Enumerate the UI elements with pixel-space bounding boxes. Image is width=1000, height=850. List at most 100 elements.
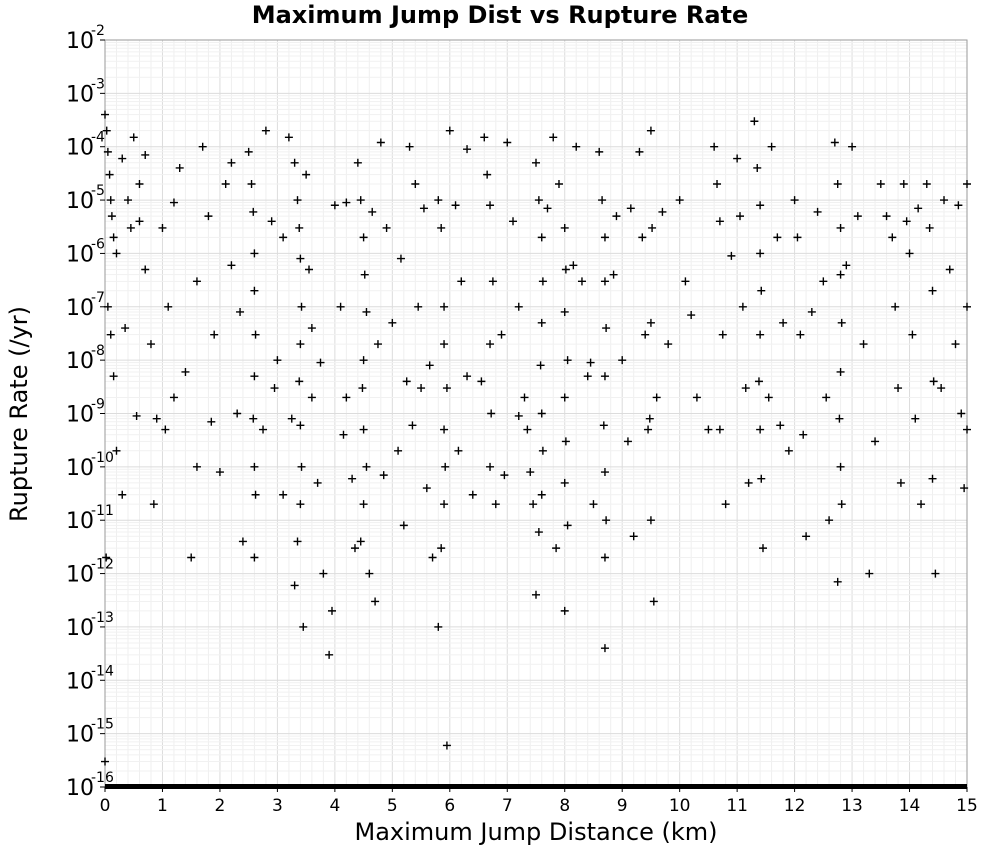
data-point: [738, 302, 747, 311]
x-tick-label: 9: [617, 796, 628, 816]
data-point: [704, 425, 713, 434]
data-point: [250, 372, 259, 381]
data-point: [561, 437, 570, 446]
data-point: [569, 261, 578, 270]
data-point: [718, 330, 727, 339]
data-point: [600, 553, 609, 562]
data-point: [350, 544, 359, 553]
data-point: [500, 471, 509, 480]
data-point: [233, 409, 242, 418]
data-point: [646, 318, 655, 327]
data-point: [307, 393, 316, 402]
data-point: [600, 277, 609, 286]
data-point: [537, 490, 546, 499]
data-point: [440, 500, 449, 509]
data-point: [273, 356, 282, 365]
data-point: [477, 377, 486, 386]
data-point: [652, 393, 661, 402]
data-point: [132, 411, 141, 420]
data-point: [293, 196, 302, 205]
data-point: [105, 170, 114, 179]
x-tick-label: 15: [956, 796, 978, 816]
data-point: [480, 133, 489, 142]
data-point: [457, 277, 466, 286]
x-tick-label: 1: [157, 796, 168, 816]
x-tick-label: 8: [559, 796, 570, 816]
data-point: [126, 223, 135, 232]
data-point: [463, 372, 472, 381]
y-tick-label-base: 10: [66, 82, 94, 107]
data-point: [960, 484, 969, 493]
y-tick-label-base: 10: [66, 403, 94, 428]
data-point: [279, 233, 288, 242]
data-point: [836, 367, 845, 376]
data-point: [290, 581, 299, 590]
y-tick-label-exponent: -2: [91, 23, 105, 39]
data-point: [359, 356, 368, 365]
data-point: [583, 372, 592, 381]
data-point: [790, 196, 799, 205]
data-point: [296, 500, 305, 509]
data-point: [917, 500, 926, 509]
y-tick-label-exponent: -14: [91, 663, 114, 679]
data-point: [164, 302, 173, 311]
data-point: [618, 356, 627, 365]
data-point: [552, 544, 561, 553]
data-point: [146, 340, 155, 349]
data-point: [483, 170, 492, 179]
data-point: [757, 286, 766, 295]
data-point: [549, 133, 558, 142]
data-point: [586, 358, 595, 367]
data-point: [437, 223, 446, 232]
y-tick-label-base: 10: [66, 242, 94, 267]
data-point: [609, 270, 618, 279]
data-point: [250, 462, 259, 471]
data-point: [297, 302, 306, 311]
data-point: [251, 490, 260, 499]
y-tick-label-exponent: -16: [91, 770, 114, 786]
data-point: [554, 180, 563, 189]
data-point: [563, 521, 572, 530]
data-point: [779, 318, 788, 327]
data-point: [279, 490, 288, 499]
data-point: [215, 468, 224, 477]
data-point: [758, 544, 767, 553]
data-point: [417, 384, 426, 393]
data-point: [681, 277, 690, 286]
data-point: [297, 462, 306, 471]
data-point: [408, 421, 417, 430]
data-point: [342, 393, 351, 402]
data-point: [692, 393, 701, 402]
data-point: [445, 126, 454, 135]
data-point: [342, 198, 351, 207]
data-point: [371, 597, 380, 606]
data-point: [957, 409, 966, 418]
data-point: [908, 330, 917, 339]
data-point: [638, 233, 647, 242]
data-point: [836, 270, 845, 279]
data-point: [313, 478, 322, 487]
data-point: [227, 158, 236, 167]
x-tick-label: 11: [726, 796, 748, 816]
data-point: [305, 265, 314, 274]
y-tick-label-exponent: -8: [91, 343, 105, 359]
data-point: [434, 196, 443, 205]
data-point: [353, 158, 362, 167]
data-point: [284, 133, 293, 142]
data-point: [520, 393, 529, 402]
data-point: [721, 500, 730, 509]
data-point: [316, 358, 325, 367]
data-point: [802, 532, 811, 541]
data-point: [514, 411, 523, 420]
data-point: [207, 417, 216, 426]
x-tick-label: 13: [841, 796, 863, 816]
data-point: [646, 126, 655, 135]
data-point: [882, 212, 891, 221]
data-point: [929, 377, 938, 386]
data-point: [534, 528, 543, 537]
data-point: [600, 233, 609, 242]
data-point: [238, 537, 247, 546]
data-point: [813, 207, 822, 216]
data-point: [118, 490, 127, 499]
data-point: [902, 217, 911, 226]
